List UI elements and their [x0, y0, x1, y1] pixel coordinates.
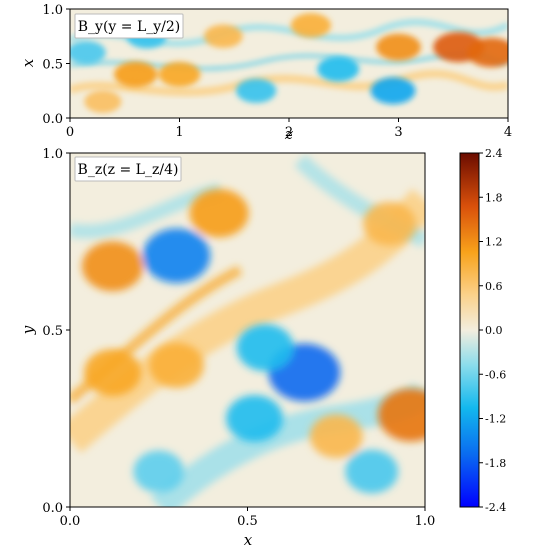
- top-x-tick-label: 4: [504, 125, 512, 140]
- bottom-title: B_z(z = L_z/4): [78, 162, 179, 178]
- top-y-axis: 0.0 0.5 1.0: [42, 3, 70, 127]
- colorbar-tick-label: 2.4: [485, 147, 503, 160]
- bottom-field-feature: [363, 201, 416, 246]
- bottom-title-box: B_z(z = L_z/4): [74, 156, 182, 182]
- bottom-field-feature: [226, 395, 284, 442]
- bottom-field-feature: [149, 342, 204, 389]
- colorbar-tick-label: -1.2: [485, 413, 506, 426]
- colorbar-tick-label: -0.6: [485, 368, 506, 381]
- bottom-y-tick-label: 0.0: [42, 501, 63, 516]
- bottom-y-tick-label: 0.5: [42, 324, 63, 339]
- top-x-axis: 0 1 2 3 4: [66, 118, 512, 140]
- top-y-tick-label: 1.0: [42, 3, 63, 18]
- bottom-field-feature: [82, 241, 144, 292]
- bottom-field-feature: [309, 414, 363, 459]
- bottom-field-feature: [84, 349, 142, 396]
- top-field-feature: [466, 37, 508, 68]
- top-field-feature: [317, 56, 360, 82]
- bottom-field-feature: [189, 189, 249, 238]
- colorbar: -2.4 -1.8 -1.2 -0.6 0.0 0.6 1.2 1.8 2.4: [459, 147, 506, 514]
- top-field-feature: [114, 61, 158, 88]
- colorbar-ticks: -2.4 -1.8 -1.2 -0.6 0.0 0.6 1.2 1.8 2.4: [479, 147, 506, 514]
- top-title-box: B_y(y = L_y/2): [74, 13, 184, 39]
- bottom-x-tick-label: 0.5: [237, 514, 258, 529]
- colorbar-tick-label: 0.0: [485, 324, 503, 337]
- bottom-field-feature: [133, 450, 185, 493]
- top-field-feature: [236, 78, 277, 103]
- bottom-field: [70, 154, 425, 507]
- top-title: B_y(y = L_y/2): [78, 19, 181, 35]
- bottom-field-feature: [378, 388, 425, 442]
- colorbar-tick-label: 0.6: [485, 280, 503, 293]
- top-y-axis-label: x: [19, 58, 37, 67]
- bottom-y-axis-label: y: [19, 325, 37, 335]
- top-field: [70, 13, 508, 113]
- top-field-feature: [70, 40, 106, 65]
- bottom-field-feature: [236, 324, 294, 372]
- top-field-feature: [84, 90, 122, 113]
- bottom-y-tick-label: 1.0: [42, 147, 63, 162]
- top-field-feature: [290, 13, 332, 38]
- top-y-tick-label: 0.5: [42, 58, 63, 73]
- bottom-field-feature: [142, 228, 211, 283]
- top-field-feature: [370, 77, 416, 105]
- top-x-tick-label: 3: [394, 125, 402, 140]
- top-field-feature: [203, 24, 243, 49]
- colorbar-tick-label: 1.8: [485, 191, 503, 204]
- colorbar-tick-label: 1.2: [485, 236, 503, 249]
- bottom-field-feature: [345, 449, 399, 494]
- bottom-x-tick-label: 0.0: [60, 514, 81, 529]
- bottom-panel: 0.0 0.5 1.0 0.0 0.5 1.0 x y B_z(z = L_z/4): [19, 147, 436, 549]
- bottom-x-axis: 0.0 0.5 1.0: [60, 507, 436, 529]
- top-field-feature: [376, 33, 421, 61]
- top-field-feature: [158, 61, 201, 87]
- top-x-tick-label: 0: [66, 125, 74, 140]
- colorbar-tick-label: -1.8: [485, 457, 506, 470]
- top-x-tick-label: 2: [285, 125, 293, 140]
- colorbar-tick-label: -2.4: [485, 501, 506, 514]
- colorbar-gradient: [460, 153, 479, 507]
- top-y-tick-label: 0.0: [42, 112, 63, 127]
- top-panel: 0 1 2 3 4 0.0 0.5 1.0 z x B_y(y = L_y/2): [19, 3, 512, 143]
- top-x-axis-label: z: [284, 125, 293, 143]
- bottom-x-axis-label: x: [244, 531, 253, 549]
- top-x-tick-label: 1: [175, 125, 183, 140]
- bottom-x-tick-label: 1.0: [415, 514, 436, 529]
- bottom-y-axis: 0.0 0.5 1.0: [42, 147, 70, 516]
